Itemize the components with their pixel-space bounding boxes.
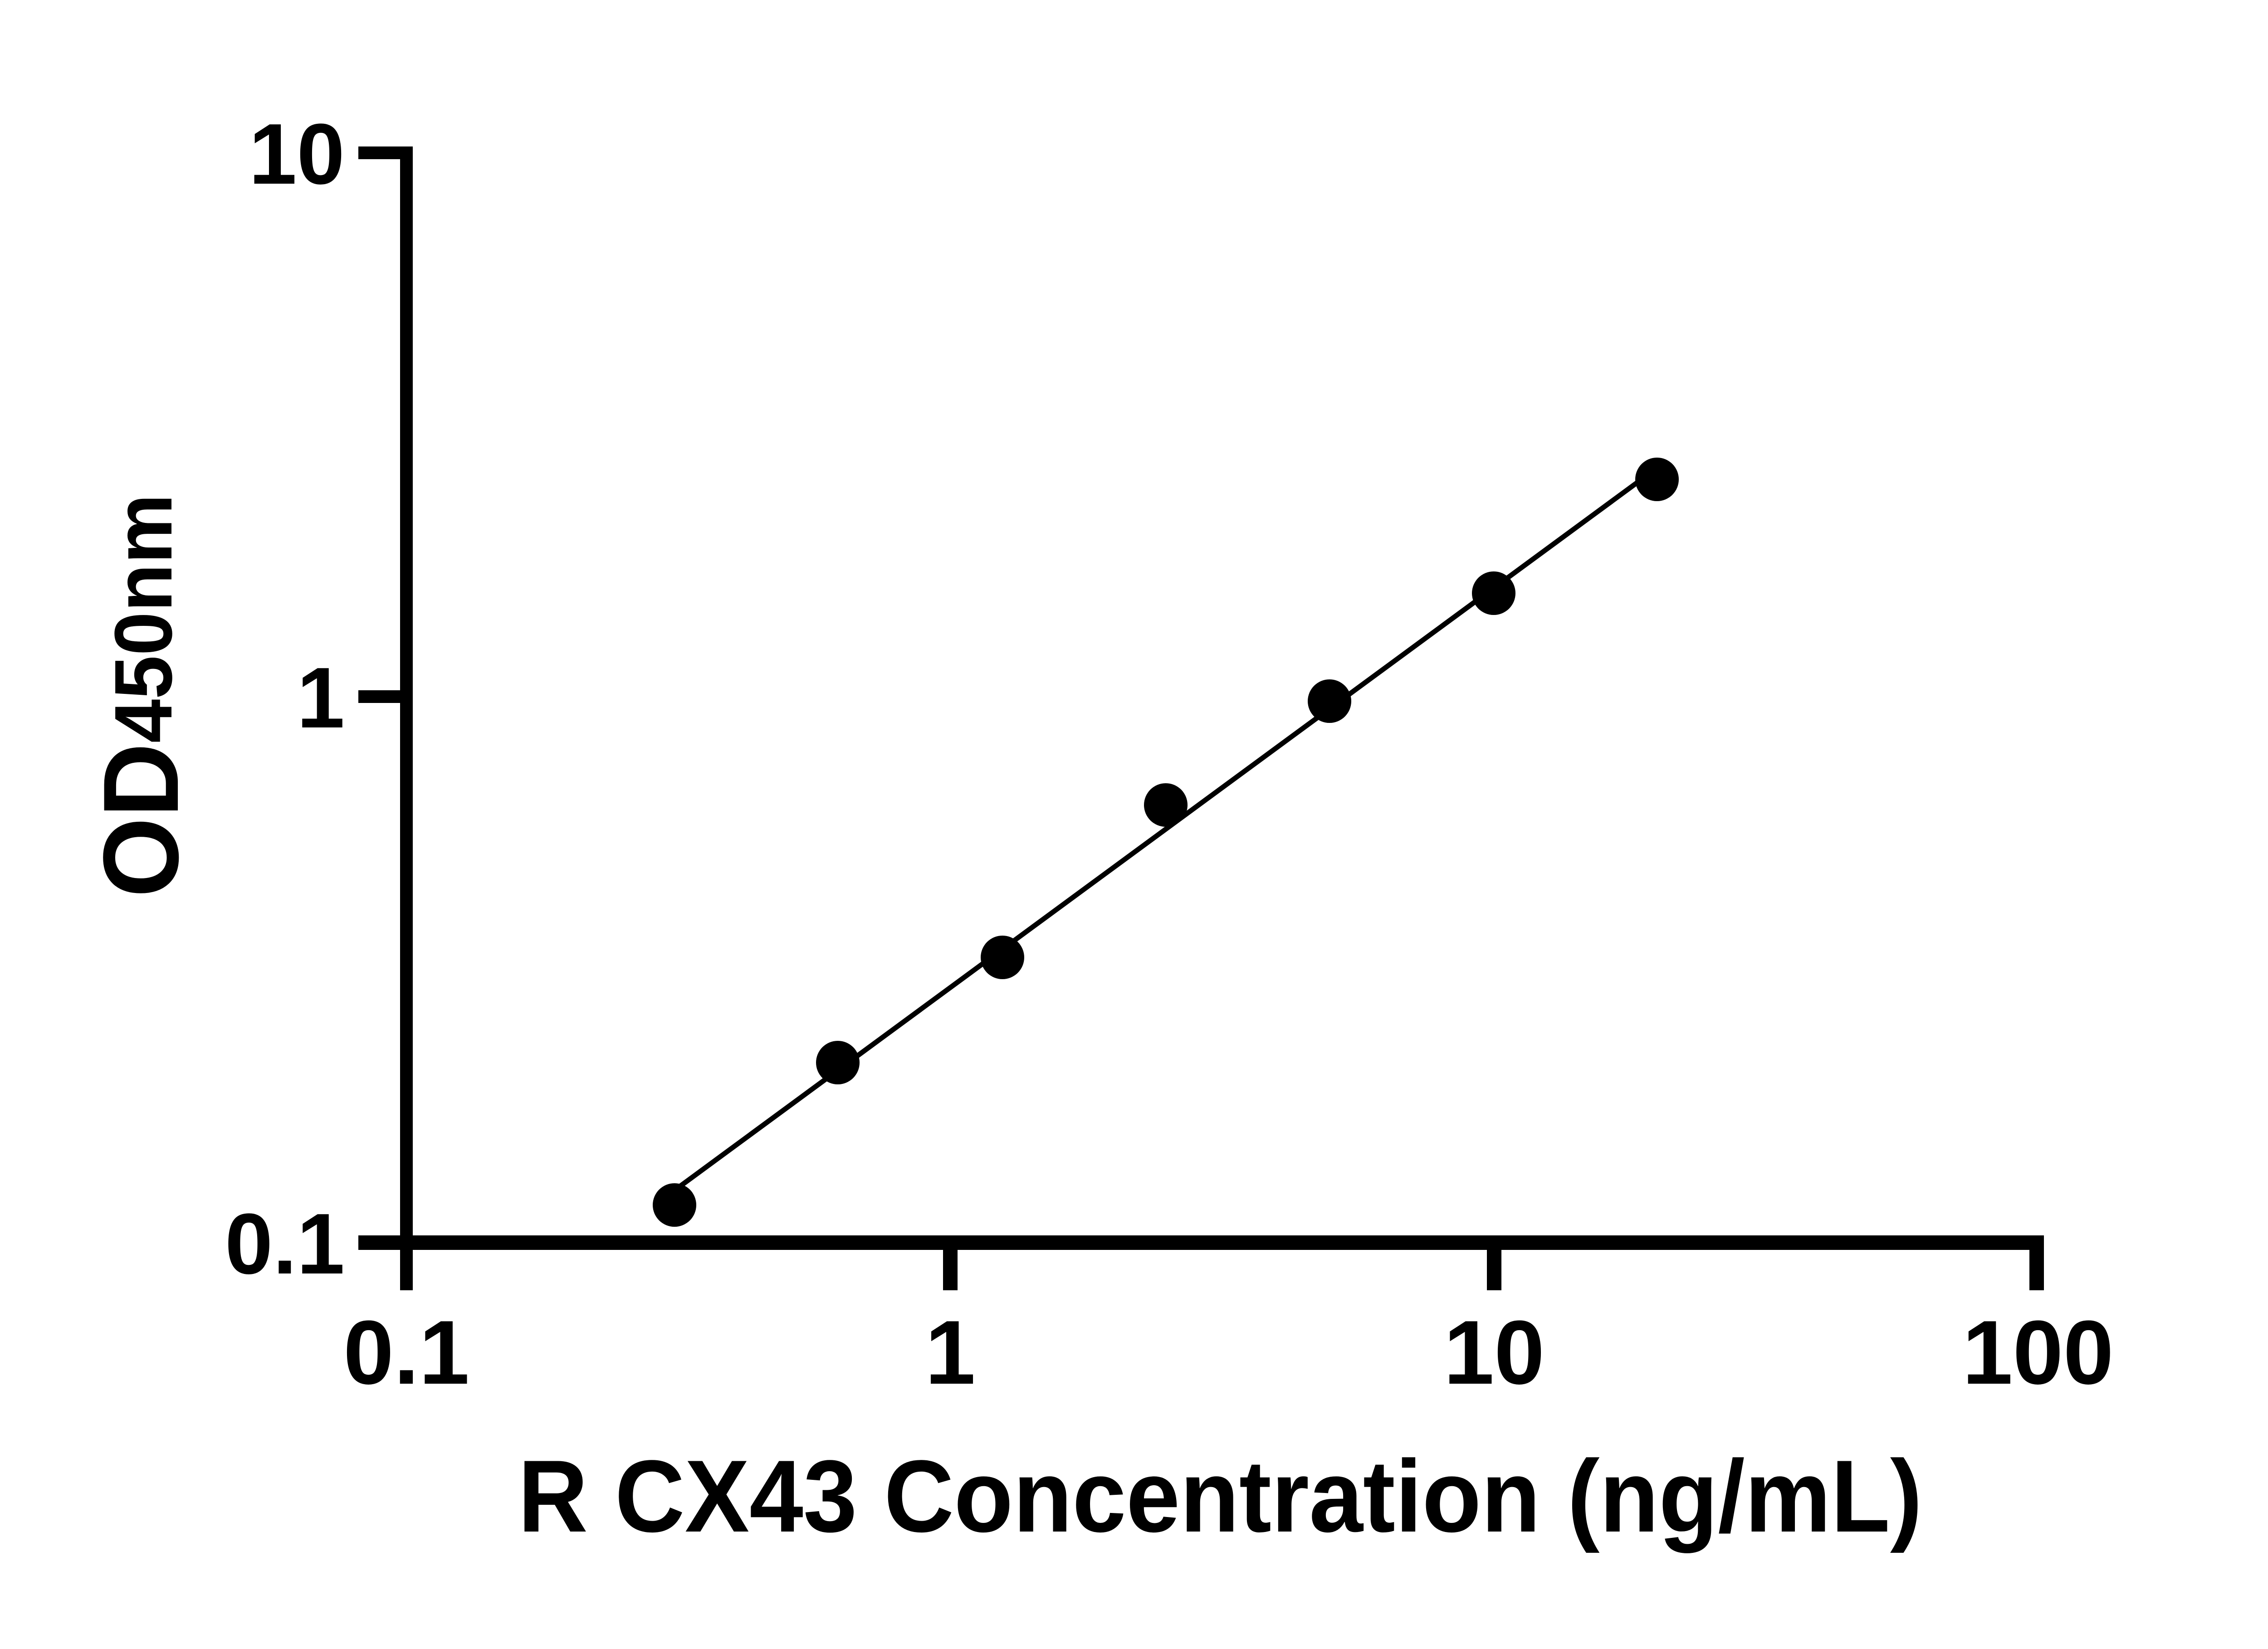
svg-text:100: 100 (1962, 1302, 2114, 1403)
svg-text:0.1: 0.1 (225, 1196, 345, 1292)
svg-text:R CX43 Concentration (ng/mL): R CX43 Concentration (ng/mL) (518, 1439, 1922, 1553)
svg-text:1: 1 (925, 1302, 975, 1403)
svg-text:1: 1 (297, 650, 345, 746)
svg-text:0.1: 0.1 (343, 1302, 469, 1403)
svg-text:10: 10 (1444, 1302, 1545, 1403)
svg-text:OD450nm: OD450nm (81, 494, 201, 898)
svg-text:10: 10 (249, 106, 345, 202)
